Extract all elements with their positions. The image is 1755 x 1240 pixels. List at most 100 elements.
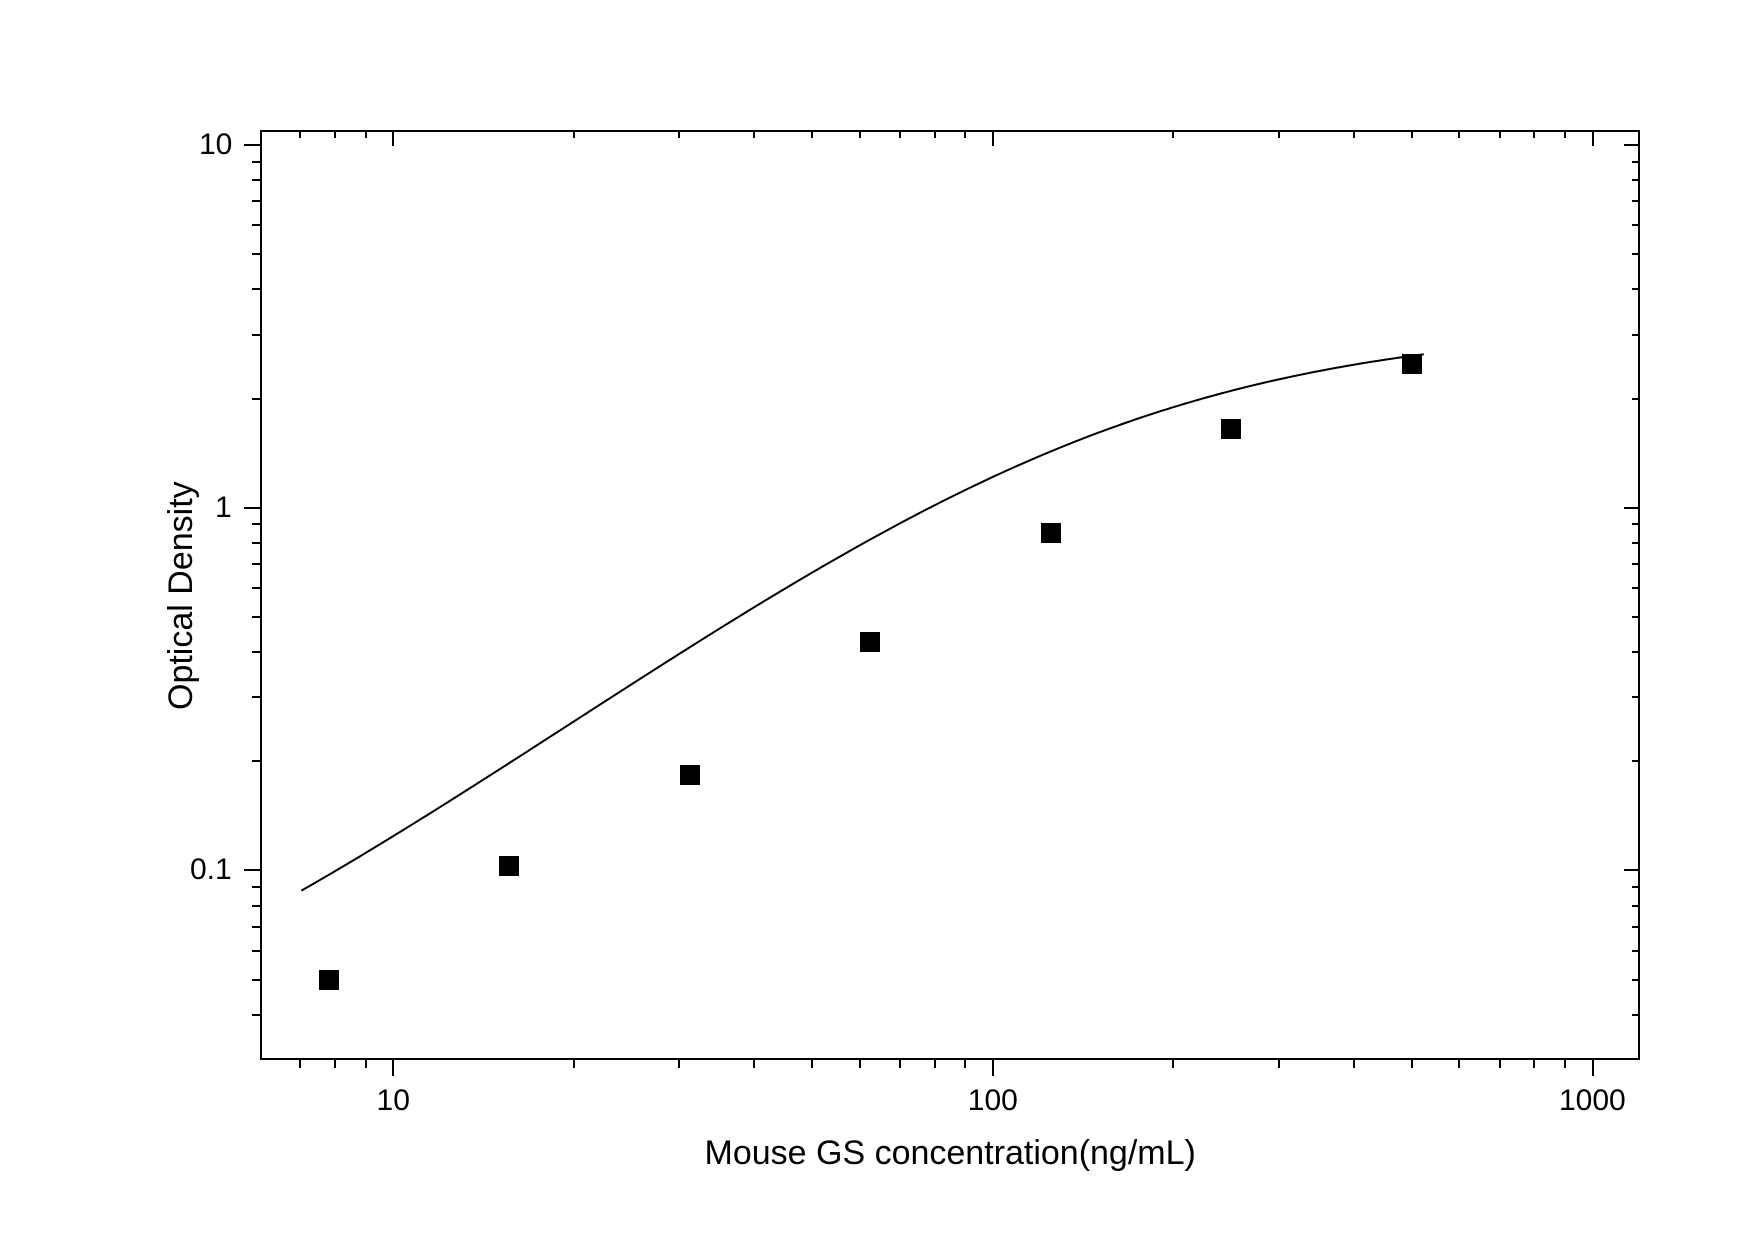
- y-minor-tick: [252, 398, 260, 400]
- x-minor-tick: [811, 1060, 813, 1068]
- y-minor-tick: [252, 253, 260, 255]
- y-minor-tick: [252, 200, 260, 202]
- y-tick: [244, 507, 260, 509]
- y-tick-label: 0.1: [190, 853, 232, 887]
- y-minor-tick-right: [1632, 179, 1640, 181]
- y-minor-tick-right: [1632, 200, 1640, 202]
- x-minor-tick-top: [811, 130, 813, 138]
- x-minor-tick: [1499, 1060, 1501, 1068]
- x-minor-tick-top: [365, 130, 367, 138]
- x-minor-tick-top: [1533, 130, 1535, 138]
- x-minor-tick-top: [1411, 130, 1413, 138]
- y-minor-tick-right: [1632, 542, 1640, 544]
- x-minor-tick-top: [1278, 130, 1280, 138]
- x-minor-tick-top: [573, 130, 575, 138]
- y-minor-tick-right: [1632, 905, 1640, 907]
- data-point: [1221, 419, 1241, 439]
- y-minor-tick: [252, 334, 260, 336]
- y-minor-tick-right: [1632, 224, 1640, 226]
- x-minor-tick: [964, 1060, 966, 1068]
- y-tick-right: [1624, 144, 1640, 146]
- y-tick-right: [1624, 507, 1640, 509]
- y-minor-tick: [252, 563, 260, 565]
- x-minor-tick: [573, 1060, 575, 1068]
- x-minor-tick: [1353, 1060, 1355, 1068]
- data-point: [680, 765, 700, 785]
- data-point: [1402, 354, 1422, 374]
- x-tick-top: [992, 130, 994, 146]
- x-minor-tick: [365, 1060, 367, 1068]
- x-minor-tick: [1278, 1060, 1280, 1068]
- x-minor-tick: [678, 1060, 680, 1068]
- y-tick: [244, 869, 260, 871]
- y-tick-right: [1624, 869, 1640, 871]
- x-tick: [1592, 1060, 1594, 1076]
- y-minor-tick-right: [1632, 979, 1640, 981]
- y-minor-tick: [252, 760, 260, 762]
- y-minor-tick: [252, 288, 260, 290]
- y-minor-tick: [252, 587, 260, 589]
- x-tick-label: 1000: [1559, 1084, 1626, 1118]
- data-point: [499, 856, 519, 876]
- y-minor-tick-right: [1632, 886, 1640, 888]
- x-tick: [992, 1060, 994, 1076]
- y-minor-tick: [252, 161, 260, 163]
- fit-curve: [0, 0, 1755, 1240]
- y-minor-tick: [252, 696, 260, 698]
- x-minor-tick-top: [899, 130, 901, 138]
- x-minor-tick: [859, 1060, 861, 1068]
- x-minor-tick-top: [1564, 130, 1566, 138]
- y-minor-tick: [252, 886, 260, 888]
- y-minor-tick-right: [1632, 616, 1640, 618]
- y-minor-tick-right: [1632, 398, 1640, 400]
- y-minor-tick-right: [1632, 161, 1640, 163]
- data-point: [319, 970, 339, 990]
- y-tick: [244, 144, 260, 146]
- x-minor-tick: [899, 1060, 901, 1068]
- y-minor-tick-right: [1632, 253, 1640, 255]
- x-minor-tick-top: [1499, 130, 1501, 138]
- x-minor-tick: [1172, 1060, 1174, 1068]
- x-minor-tick: [1564, 1060, 1566, 1068]
- x-tick-label: 10: [377, 1084, 410, 1118]
- x-axis-label: Mouse GS concentration(ng/mL): [705, 1134, 1196, 1173]
- x-minor-tick: [1533, 1060, 1535, 1068]
- x-minor-tick: [753, 1060, 755, 1068]
- y-minor-tick: [252, 905, 260, 907]
- y-minor-tick: [252, 979, 260, 981]
- x-minor-tick-top: [934, 130, 936, 138]
- y-minor-tick-right: [1632, 760, 1640, 762]
- y-tick-label: 10: [199, 128, 232, 162]
- x-minor-tick-top: [1458, 130, 1460, 138]
- x-minor-tick-top: [859, 130, 861, 138]
- data-point: [860, 632, 880, 652]
- x-minor-tick-top: [678, 130, 680, 138]
- y-minor-tick-right: [1632, 334, 1640, 336]
- y-axis-label: Optical Density: [162, 481, 201, 710]
- x-tick: [392, 1060, 394, 1076]
- x-minor-tick-top: [334, 130, 336, 138]
- y-minor-tick-right: [1632, 651, 1640, 653]
- x-minor-tick: [934, 1060, 936, 1068]
- figure: Mouse GS concentration(ng/mL) Optical De…: [0, 0, 1755, 1240]
- y-minor-tick: [252, 651, 260, 653]
- x-tick-top: [392, 130, 394, 146]
- y-minor-tick-right: [1632, 926, 1640, 928]
- y-minor-tick-right: [1632, 1014, 1640, 1016]
- y-minor-tick-right: [1632, 288, 1640, 290]
- y-tick-label: 1: [215, 491, 232, 525]
- y-minor-tick: [252, 950, 260, 952]
- y-minor-tick-right: [1632, 523, 1640, 525]
- y-minor-tick-right: [1632, 696, 1640, 698]
- data-point: [1041, 523, 1061, 543]
- x-tick-top: [1592, 130, 1594, 146]
- y-minor-tick: [252, 926, 260, 928]
- x-minor-tick-top: [964, 130, 966, 138]
- x-minor-tick: [1411, 1060, 1413, 1068]
- y-minor-tick: [252, 1014, 260, 1016]
- y-minor-tick-right: [1632, 563, 1640, 565]
- y-minor-tick: [252, 523, 260, 525]
- x-minor-tick: [299, 1060, 301, 1068]
- x-minor-tick-top: [1353, 130, 1355, 138]
- y-minor-tick-right: [1632, 587, 1640, 589]
